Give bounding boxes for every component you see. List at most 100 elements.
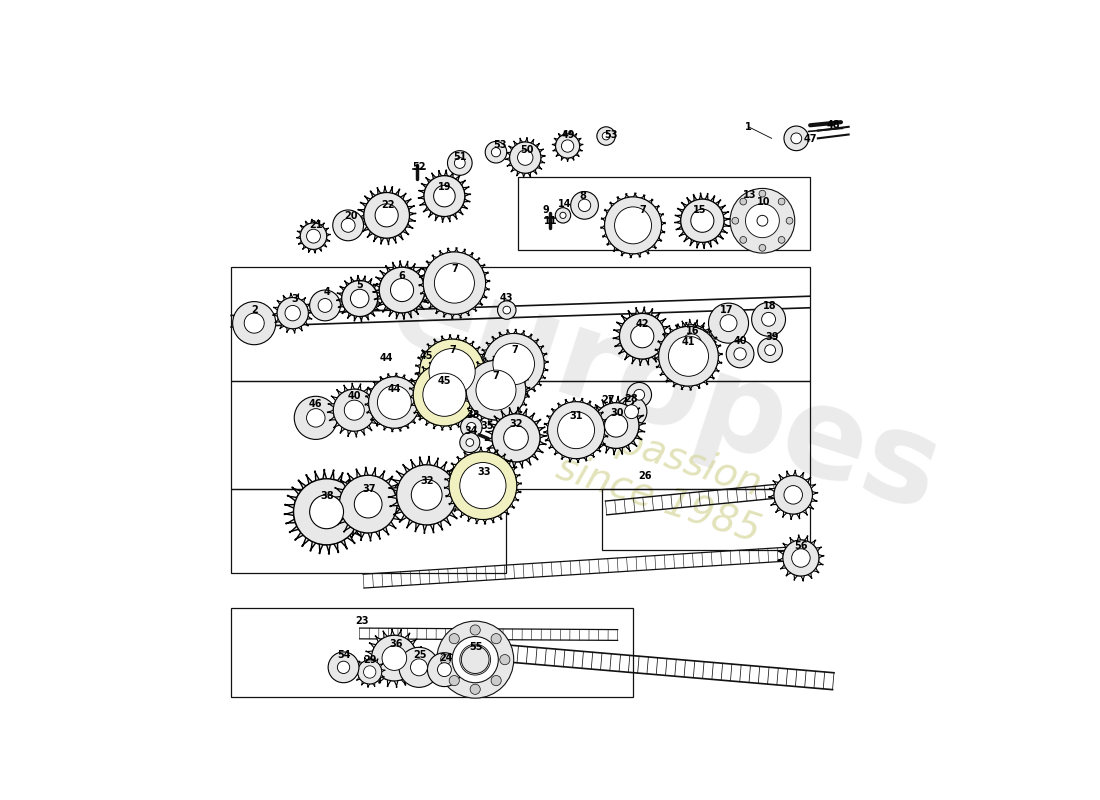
Circle shape: [691, 209, 714, 232]
Circle shape: [328, 652, 359, 682]
Circle shape: [461, 646, 490, 674]
Circle shape: [734, 348, 746, 360]
Text: 13: 13: [744, 190, 757, 199]
Polygon shape: [444, 447, 521, 524]
Text: 35: 35: [480, 421, 494, 430]
Text: 37: 37: [362, 484, 376, 494]
Text: 25: 25: [412, 650, 427, 660]
Circle shape: [454, 158, 465, 168]
Circle shape: [460, 644, 491, 675]
Text: 10: 10: [757, 198, 771, 207]
Circle shape: [449, 675, 460, 686]
Circle shape: [759, 190, 766, 197]
Circle shape: [433, 186, 455, 207]
Text: 55: 55: [470, 642, 483, 651]
Circle shape: [448, 150, 472, 175]
Circle shape: [295, 396, 338, 439]
Text: 43: 43: [500, 293, 514, 302]
Polygon shape: [409, 359, 480, 430]
Circle shape: [344, 400, 364, 420]
Text: 4: 4: [323, 287, 330, 298]
Text: 32: 32: [509, 419, 522, 429]
Text: 27: 27: [602, 395, 615, 405]
Circle shape: [358, 660, 382, 684]
Circle shape: [560, 212, 566, 218]
Text: 56: 56: [794, 542, 807, 551]
Bar: [231, 381, 810, 489]
Circle shape: [759, 245, 766, 251]
Polygon shape: [419, 248, 490, 318]
Polygon shape: [273, 293, 312, 333]
Text: 36: 36: [389, 639, 403, 650]
Circle shape: [726, 340, 754, 368]
Circle shape: [561, 140, 574, 152]
Circle shape: [792, 549, 810, 567]
Polygon shape: [485, 407, 547, 469]
Text: 39: 39: [764, 332, 779, 342]
Circle shape: [434, 263, 474, 303]
Text: 7: 7: [493, 371, 499, 382]
Circle shape: [499, 654, 510, 665]
Circle shape: [593, 402, 639, 448]
Circle shape: [757, 215, 768, 226]
Text: 26: 26: [638, 471, 651, 482]
Text: 40: 40: [348, 391, 361, 402]
Polygon shape: [337, 275, 383, 322]
Circle shape: [493, 343, 535, 385]
Polygon shape: [297, 219, 330, 253]
Circle shape: [778, 198, 785, 205]
Circle shape: [411, 479, 442, 510]
Circle shape: [470, 684, 481, 694]
Circle shape: [605, 197, 661, 254]
Text: 46: 46: [309, 399, 322, 409]
Circle shape: [452, 637, 498, 682]
Circle shape: [764, 345, 776, 355]
Circle shape: [761, 312, 776, 326]
Circle shape: [422, 373, 466, 416]
Polygon shape: [543, 398, 608, 462]
Polygon shape: [778, 535, 824, 581]
Text: 53: 53: [605, 130, 618, 139]
Text: 7: 7: [512, 345, 518, 355]
Circle shape: [449, 634, 460, 644]
Circle shape: [379, 267, 425, 313]
Text: 38: 38: [320, 491, 334, 502]
Circle shape: [783, 540, 818, 576]
Circle shape: [571, 191, 598, 219]
Circle shape: [740, 198, 747, 205]
Circle shape: [786, 218, 793, 224]
Circle shape: [485, 142, 507, 163]
Circle shape: [428, 653, 461, 686]
Circle shape: [461, 416, 482, 438]
Circle shape: [318, 298, 332, 312]
Circle shape: [682, 334, 702, 354]
Circle shape: [341, 218, 355, 232]
Circle shape: [669, 336, 708, 376]
Text: 20: 20: [344, 211, 358, 221]
Polygon shape: [505, 138, 546, 178]
Polygon shape: [365, 374, 424, 432]
Circle shape: [351, 290, 369, 308]
Text: 24: 24: [439, 653, 453, 663]
Text: 40: 40: [734, 336, 748, 346]
Circle shape: [310, 495, 343, 529]
Circle shape: [751, 210, 773, 231]
Polygon shape: [601, 193, 666, 258]
Text: 19: 19: [439, 182, 452, 192]
Circle shape: [470, 625, 481, 635]
Text: 22: 22: [382, 200, 395, 210]
Circle shape: [579, 199, 591, 211]
Circle shape: [634, 390, 645, 400]
Bar: [603, 489, 810, 550]
Text: a passion
since 1985: a passion since 1985: [552, 406, 779, 550]
Circle shape: [332, 210, 363, 241]
Circle shape: [740, 237, 747, 243]
Text: 45: 45: [420, 351, 433, 362]
Text: 3: 3: [290, 294, 298, 304]
Circle shape: [720, 314, 737, 332]
Text: 47: 47: [803, 134, 817, 144]
Text: 34: 34: [464, 426, 478, 436]
Text: 7: 7: [451, 264, 458, 274]
Circle shape: [491, 634, 502, 644]
Circle shape: [758, 338, 782, 362]
